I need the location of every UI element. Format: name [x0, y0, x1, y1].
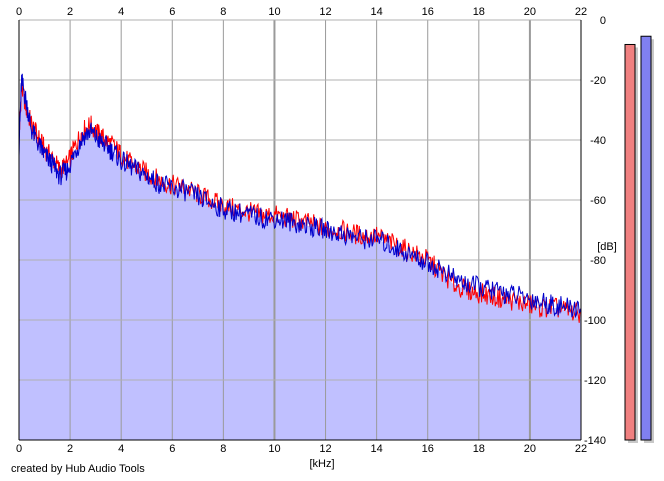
x-tick-label-top: 10 — [268, 6, 280, 18]
x-tick-label-bottom: 0 — [16, 443, 22, 455]
x-tick-label-bottom: 18 — [473, 443, 485, 455]
y-tick-label: -100 — [584, 315, 606, 327]
y-tick-label: 0 — [600, 15, 606, 27]
x-tick-label-bottom: 4 — [118, 443, 124, 455]
x-tick-label-top: 4 — [118, 6, 124, 18]
x-tick-label-top: 18 — [473, 6, 485, 18]
x-tick-label-bottom: 6 — [169, 443, 175, 455]
x-tick-label-bottom: 16 — [422, 443, 434, 455]
series-line-2 — [18, 73, 582, 319]
x-tick-label-top: 16 — [422, 6, 434, 18]
spectrum-fill — [19, 86, 581, 440]
y-tick-label: -20 — [590, 75, 606, 87]
x-tick-label-top: 6 — [169, 6, 175, 18]
axes — [18, 20, 582, 441]
x-tick-label-top: 20 — [524, 6, 536, 18]
tick-labels: 002244668810101212141416161818202022220-… — [16, 6, 606, 455]
level-meter-bar — [624, 43, 636, 441]
y-tick-label: -140 — [584, 435, 606, 447]
level-meter-bar — [640, 35, 652, 441]
x-tick-label-top: 14 — [371, 6, 383, 18]
x-tick-label-top: 8 — [220, 6, 226, 18]
x-tick-label-bottom: 8 — [220, 443, 226, 455]
spectrum-area — [19, 86, 581, 440]
y-tick-label: -80 — [590, 255, 606, 267]
x-tick-label-top: 22 — [575, 6, 587, 18]
level-meters — [624, 35, 654, 444]
grid — [18, 19, 582, 441]
y-tick-label: -40 — [590, 135, 606, 147]
x-tick-label-bottom: 14 — [371, 443, 383, 455]
y-tick-label: -120 — [584, 375, 606, 387]
x-tick-label-bottom: 22 — [575, 443, 587, 455]
series-lines — [18, 73, 582, 323]
footer-credit: created by Hub Audio Tools — [11, 463, 145, 475]
x-tick-label-bottom: 20 — [524, 443, 536, 455]
y-tick-label: -60 — [590, 195, 606, 207]
x-tick-label-top: 2 — [67, 6, 73, 18]
y-axis-label: [dB] — [597, 241, 617, 253]
x-tick-label-bottom: 2 — [67, 443, 73, 455]
x-tick-label-top: 0 — [16, 6, 22, 18]
x-tick-label-top: 12 — [319, 6, 331, 18]
x-tick-label-bottom: 12 — [319, 443, 331, 455]
x-axis-label: [kHz] — [309, 458, 334, 470]
x-tick-label-bottom: 10 — [268, 443, 280, 455]
